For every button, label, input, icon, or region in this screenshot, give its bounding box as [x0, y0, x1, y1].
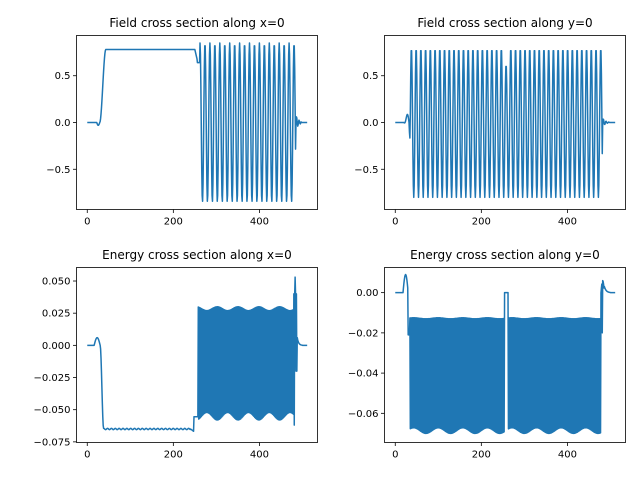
- panel-field-y: Field cross section along y=0 0 200 400 0.5…: [354, 16, 626, 228]
- y-tick-label: 0.025: [42, 309, 71, 320]
- panel-title: Energy cross section along y=0: [410, 248, 600, 262]
- panel-field-x: Field cross section along x=0 0 200 400 0.5…: [46, 16, 318, 228]
- y-tick-label: −0.5: [46, 165, 70, 176]
- x-tick-label: 0: [392, 217, 398, 228]
- y-tick-label: −0.04: [348, 369, 379, 380]
- y-tick-label: 0.00: [356, 288, 378, 299]
- series-line: [86, 42, 308, 203]
- y-tick-label: −0.050: [33, 405, 70, 416]
- y-tick-label: −0.075: [33, 437, 70, 448]
- axes-frame: [384, 267, 626, 443]
- panel-energy-y: Energy cross section along y=0 0 200 400 0.…: [348, 248, 626, 461]
- plot-area: 0 200 400 0.050 0.025 0.000 −0.025 −0.050 −0.075: [33, 276, 308, 461]
- x-tick-label: 200: [472, 217, 491, 228]
- plot-area: 0 200 400 0.5 0.0 −0.5: [354, 49, 616, 228]
- y-tick-label: 0.000: [42, 341, 71, 352]
- x-tick-label: 0: [84, 217, 90, 228]
- x-tick-label: 400: [558, 450, 577, 461]
- series-line: [86, 276, 308, 432]
- x-tick-label: 400: [250, 450, 269, 461]
- x-tick-label: 400: [558, 217, 577, 228]
- plot-area: 0 200 400 0.00 −0.02 −0.04 −0.06: [348, 273, 616, 461]
- y-tick-label: −0.06: [348, 409, 379, 420]
- y-tick-label: 0.0: [55, 118, 71, 129]
- y-tick-label: 0.5: [363, 71, 379, 82]
- x-tick-label: 0: [84, 450, 90, 461]
- plot-area: 0 200 400 0.5 0.0 −0.5: [46, 42, 308, 228]
- series-line: [394, 273, 616, 435]
- x-tick-label: 200: [164, 217, 183, 228]
- series-line: [394, 49, 616, 199]
- axes-frame: [76, 267, 318, 443]
- x-tick-label: 200: [164, 450, 183, 461]
- panel-title: Field cross section along y=0: [417, 16, 592, 30]
- axes-frame: [384, 35, 626, 210]
- x-tick-label: 0: [392, 450, 398, 461]
- y-tick-label: 0.0: [363, 118, 379, 129]
- axes-frame: [76, 35, 318, 210]
- y-tick-label: −0.02: [348, 328, 379, 339]
- panel-title: Energy cross section along x=0: [102, 248, 292, 262]
- y-tick-label: 0.050: [42, 277, 71, 288]
- y-tick-label: −0.5: [354, 165, 378, 176]
- y-tick-label: 0.5: [55, 71, 71, 82]
- panel-energy-x: Energy cross section along x=0 0 200 400 0.…: [33, 248, 318, 461]
- y-tick-label: −0.025: [33, 373, 70, 384]
- x-tick-label: 200: [472, 450, 491, 461]
- panel-title: Field cross section along x=0: [109, 16, 284, 30]
- x-tick-label: 400: [250, 217, 269, 228]
